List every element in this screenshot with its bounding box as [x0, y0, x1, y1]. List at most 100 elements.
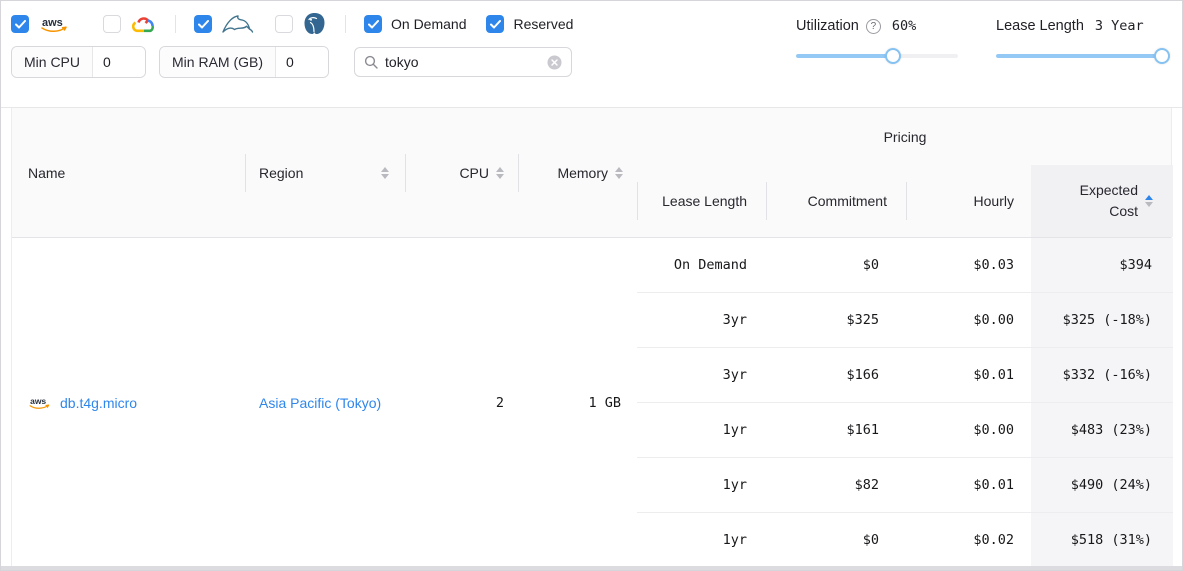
lease-length-value: 1yr [722, 422, 747, 438]
column-divider [405, 153, 406, 192]
lease-length-caption: Lease Length 3 Year [996, 18, 1168, 34]
provider-filter-gcp[interactable] [103, 15, 157, 34]
engine-filter-mysql[interactable] [194, 13, 255, 35]
column-header-cpu[interactable]: CPU [405, 108, 518, 237]
lease-length-value: 1yr [722, 477, 747, 493]
commitment-value: $82 [854, 477, 879, 493]
pricing-row-lease-length: 1yr [637, 513, 766, 568]
pricing-row-lease-length: 1yr [637, 458, 766, 513]
column-header-region[interactable]: Region [245, 108, 405, 237]
memory-value: 1 GB [588, 395, 621, 411]
expected-cost-value: $518 (31%) [1070, 532, 1152, 548]
utilization-control: Utilization ? 60% [796, 18, 958, 107]
on-demand-label: On Demand [391, 16, 467, 32]
toolbar-divider [175, 15, 176, 33]
expected-cost-value: $325 (-18%) [1062, 312, 1152, 328]
cpu-header-label: CPU [459, 164, 489, 181]
checkmark-icon [367, 19, 379, 28]
sort-icon [615, 166, 623, 179]
lease-length-value: 3yr [722, 367, 747, 383]
filter-toolbar: aws [1, 1, 1182, 108]
column-header-name: Name [12, 108, 245, 237]
pricing-row-expected-cost: $325 (-18%) [1031, 293, 1173, 348]
column-divider [906, 182, 907, 220]
pricing-row-lease-length: 3yr [637, 348, 766, 403]
memory-header-label: Memory [557, 164, 608, 181]
postgresql-checkbox[interactable] [275, 15, 293, 33]
pricing-row-hourly: $0.00 [906, 293, 1031, 348]
min-ram-label: Min RAM (GB) [160, 47, 277, 77]
aws-checkbox[interactable] [11, 15, 29, 33]
instance-name-link[interactable]: db.t4g.micro [60, 395, 138, 411]
pricing-row-commitment: $0 [766, 513, 906, 568]
commitment-value: $166 [846, 367, 879, 383]
on-demand-checkbox[interactable] [364, 15, 382, 33]
clear-search-icon[interactable] [547, 55, 562, 70]
utilization-value: 60% [891, 18, 917, 34]
pricing-row-expected-cost: $518 (31%) [1031, 513, 1173, 568]
hourly-value: $0.03 [973, 257, 1014, 273]
table-body: aws db.t4g.micro Asia Pacific (Tokyo) 2 … [12, 238, 1173, 568]
region-header-label: Region [259, 164, 304, 181]
pricing-type-filter-reserved[interactable]: Reserved [486, 15, 573, 33]
toolbar-divider [345, 15, 346, 33]
sort-icon [496, 166, 504, 179]
column-divider [245, 153, 246, 192]
min-cpu-input[interactable] [93, 47, 146, 77]
pricing-group-header: Pricing [637, 108, 1173, 165]
lease-length-label: Lease Length [996, 18, 1084, 34]
search-input[interactable] [385, 54, 541, 70]
lease-length-slider-handle[interactable] [1154, 48, 1170, 64]
instance-region-link[interactable]: Asia Pacific (Tokyo) [259, 395, 382, 411]
name-header-label: Name [28, 164, 66, 181]
reserved-checkbox[interactable] [486, 15, 505, 33]
hourly-value: $0.00 [973, 422, 1014, 438]
instance-name-cell: aws db.t4g.micro [12, 238, 245, 568]
commitment-value: $161 [846, 422, 879, 438]
utilization-caption: Utilization ? 60% [796, 18, 958, 34]
pricing-row-commitment: $325 [766, 293, 906, 348]
toolbar-left: aws [11, 13, 573, 107]
instance-cpu-cell: 2 [405, 238, 518, 568]
mysql-dolphin-icon [222, 15, 254, 33]
pricing-row-hourly: $0.02 [906, 513, 1031, 568]
column-header-commitment: Commitment [766, 165, 906, 237]
expected-cost-value: $490 (24%) [1070, 477, 1152, 493]
aws-icon: aws [29, 396, 50, 409]
checkmark-icon [14, 19, 26, 28]
cpu-value: 2 [495, 395, 504, 411]
lease-length-value: 3 Year [1094, 18, 1144, 34]
min-cpu-filter: Min CPU [11, 46, 147, 78]
commitment-value: $0 [862, 257, 879, 273]
help-circle-icon[interactable]: ? [865, 18, 881, 34]
pricing-row-lease-length: 3yr [637, 293, 766, 348]
column-header-expected-cost[interactable]: Expected Cost [1031, 165, 1173, 237]
utilization-slider[interactable] [796, 48, 958, 64]
utilization-slider-handle[interactable] [885, 48, 902, 64]
mysql-checkbox[interactable] [194, 15, 212, 33]
pricing-type-filter-on-demand[interactable]: On Demand [364, 15, 466, 33]
engine-filter-postgresql[interactable] [275, 12, 327, 36]
slider-controls: Utilization ? 60% Lease Length 3 Year [796, 13, 1170, 107]
lease-length-slider[interactable] [996, 48, 1170, 64]
google-cloud-logo-icon [131, 16, 154, 32]
min-cpu-label: Min CPU [12, 47, 94, 77]
commitment-value: $325 [846, 312, 879, 328]
pricing-row-expected-cost: $490 (24%) [1031, 458, 1173, 513]
min-ram-input[interactable] [276, 47, 329, 77]
sort-icon [381, 166, 389, 179]
checkbox-filter-row: aws [11, 13, 573, 35]
search-box [354, 47, 573, 77]
table-header: Name Region CPU Memory Pricing [12, 108, 1173, 238]
column-header-memory[interactable]: Memory [518, 108, 637, 237]
gcp-checkbox[interactable] [103, 15, 121, 33]
column-header-hourly: Hourly [906, 165, 1031, 237]
provider-filter-aws[interactable]: aws [11, 15, 69, 34]
pricing-row-hourly: $0.03 [906, 238, 1031, 293]
instances-table: Name Region CPU Memory Pricing [11, 108, 1173, 568]
lease-length-value: On Demand [673, 257, 747, 273]
expected-cost-value: $394 [1119, 257, 1152, 273]
svg-text:aws: aws [30, 396, 46, 406]
sort-icon-active-ascending [1145, 195, 1153, 207]
